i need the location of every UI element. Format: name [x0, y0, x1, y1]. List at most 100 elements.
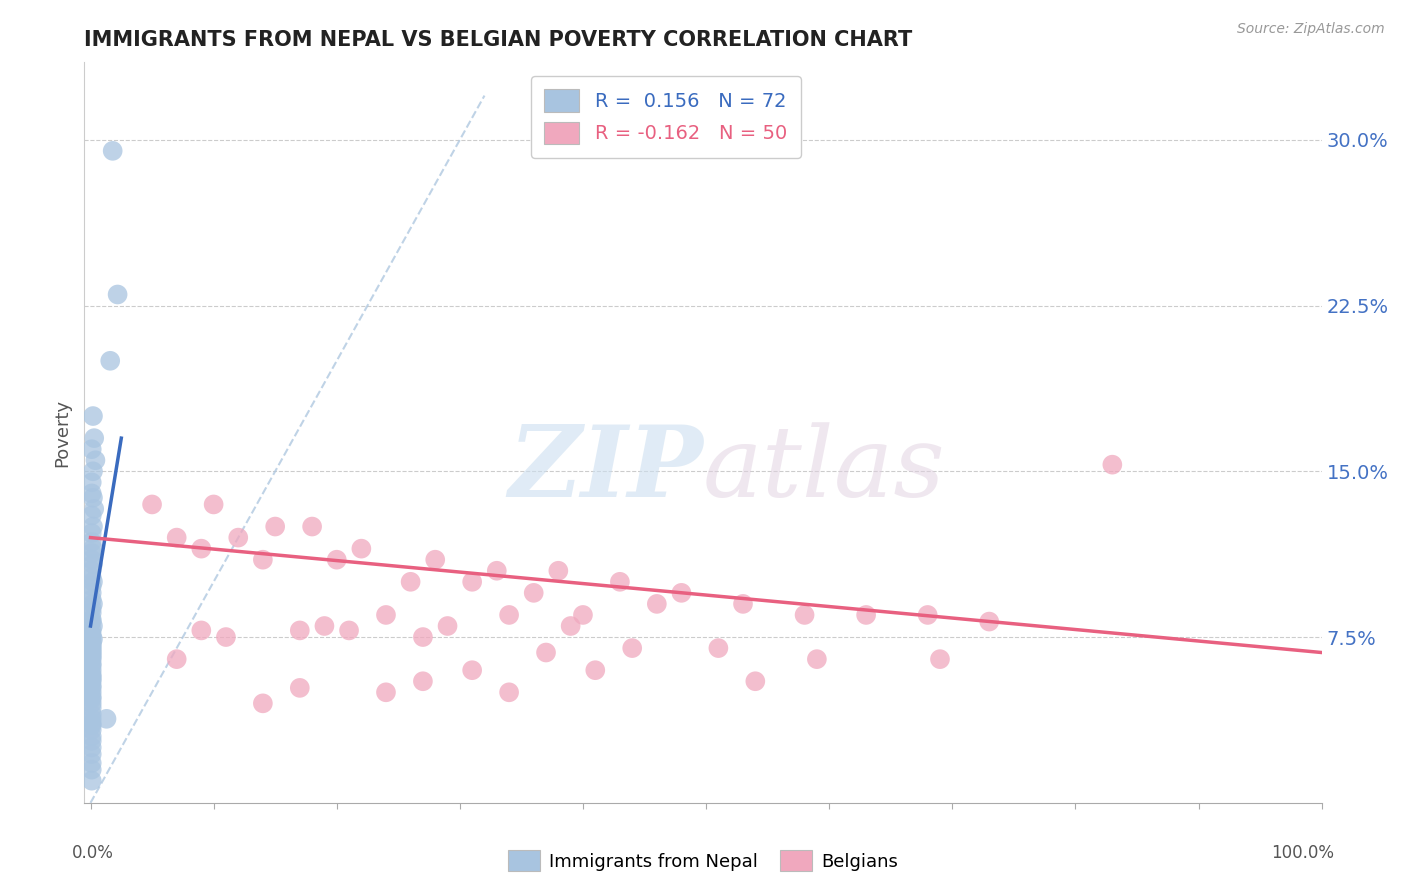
Point: [80, 712, 103, 726]
Point: [80, 681, 103, 695]
Point: [806, 652, 828, 666]
Point: [80, 486, 103, 500]
Point: [80, 700, 103, 714]
Point: [215, 630, 238, 644]
Point: [80, 570, 103, 584]
Point: [80, 606, 103, 620]
Point: [80, 756, 103, 770]
Text: 0.0%: 0.0%: [72, 844, 114, 862]
Point: [523, 586, 546, 600]
Point: [80, 663, 103, 677]
Point: [375, 607, 398, 622]
Text: ZIP: ZIP: [508, 421, 703, 518]
Point: [80, 773, 103, 788]
Point: [80, 649, 103, 664]
Point: [80, 601, 103, 615]
Point: [80, 657, 103, 671]
Point: [461, 663, 484, 677]
Point: [80, 667, 103, 681]
Point: [80, 685, 103, 699]
Point: [84, 453, 107, 467]
Point: [80, 637, 103, 651]
Point: [412, 630, 434, 644]
Point: [80, 670, 103, 684]
Point: [252, 552, 274, 566]
Point: [288, 624, 311, 638]
Text: IMMIGRANTS FROM NEPAL VS BELGIAN POVERTY CORRELATION CHART: IMMIGRANTS FROM NEPAL VS BELGIAN POVERTY…: [84, 29, 912, 50]
Point: [979, 615, 1001, 629]
Point: [80, 763, 103, 777]
Point: [83, 501, 105, 516]
Point: [98, 353, 121, 368]
Point: [82, 541, 104, 556]
Point: [929, 652, 952, 666]
Point: [80, 526, 103, 541]
Point: [80, 508, 103, 523]
Point: [82, 574, 104, 589]
Point: [80, 641, 103, 656]
Point: [80, 652, 103, 666]
Point: [80, 672, 103, 686]
Point: [80, 697, 103, 711]
Text: 100.0%: 100.0%: [1271, 844, 1334, 862]
Point: [80, 648, 103, 662]
Point: [645, 597, 668, 611]
Point: [80, 734, 103, 748]
Point: [107, 287, 129, 301]
Point: [80, 740, 103, 755]
Point: [485, 564, 508, 578]
Point: [288, 681, 311, 695]
Point: [80, 624, 103, 638]
Point: [80, 747, 103, 761]
Point: [534, 646, 557, 660]
Y-axis label: Poverty: Poverty: [53, 399, 72, 467]
Point: [82, 519, 104, 533]
Point: [80, 639, 103, 653]
Point: [252, 697, 274, 711]
Point: [436, 619, 458, 633]
Point: [80, 718, 103, 732]
Point: [412, 674, 434, 689]
Point: [80, 475, 103, 490]
Point: [314, 619, 336, 633]
Point: [547, 564, 569, 578]
Point: [326, 552, 349, 566]
Point: [226, 531, 249, 545]
Legend: Immigrants from Nepal, Belgians: Immigrants from Nepal, Belgians: [501, 843, 905, 879]
Point: [707, 641, 730, 656]
Point: [621, 641, 644, 656]
Point: [855, 607, 877, 622]
Point: [744, 674, 766, 689]
Point: [80, 730, 103, 744]
Point: [572, 607, 595, 622]
Point: [80, 690, 103, 704]
Point: [671, 586, 693, 600]
Point: [166, 652, 188, 666]
Point: [82, 491, 104, 505]
Point: [793, 607, 815, 622]
Point: [350, 541, 373, 556]
Point: [80, 586, 103, 600]
Point: [80, 646, 103, 660]
Point: [498, 685, 520, 699]
Point: [399, 574, 422, 589]
Point: [82, 464, 104, 478]
Text: atlas: atlas: [703, 422, 946, 517]
Point: [560, 619, 582, 633]
Point: [80, 564, 103, 578]
Point: [80, 634, 103, 648]
Point: [190, 541, 212, 556]
Point: [80, 658, 103, 673]
Point: [80, 692, 103, 706]
Point: [80, 707, 103, 722]
Point: [80, 643, 103, 657]
Point: [337, 624, 360, 638]
Point: [80, 723, 103, 737]
Point: [917, 607, 939, 622]
Point: [202, 498, 225, 512]
Point: [82, 619, 104, 633]
Point: [583, 663, 606, 677]
Point: [264, 519, 287, 533]
Point: [82, 632, 104, 647]
Point: [80, 674, 103, 689]
